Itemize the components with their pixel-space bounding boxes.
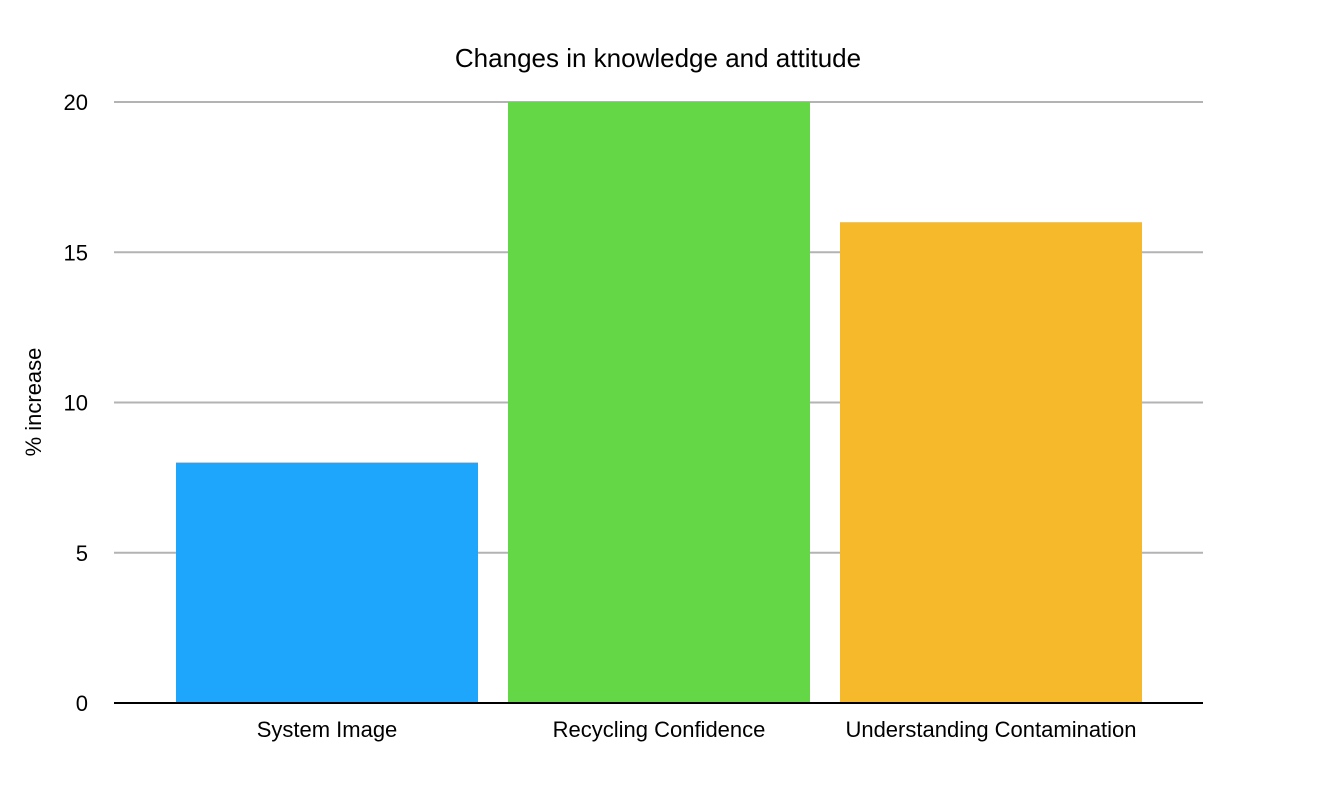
bar-system-image (176, 462, 478, 703)
bars (176, 102, 1142, 703)
bar-understanding-contamination (840, 222, 1142, 703)
y-tick-labels: 0 5 10 15 20 (64, 90, 88, 716)
y-axis-label: % increase (21, 348, 46, 457)
bar-recycling-confidence (508, 102, 810, 703)
x-category-label: Recycling Confidence (553, 717, 766, 742)
x-category-label: System Image (257, 717, 398, 742)
y-tick-label: 15 (64, 240, 88, 265)
y-tick-label: 10 (64, 391, 88, 416)
y-tick-label: 5 (76, 541, 88, 566)
x-category-label: Understanding Contamination (845, 717, 1136, 742)
y-tick-label: 20 (64, 90, 88, 115)
y-tick-label: 0 (76, 691, 88, 716)
x-category-labels: System Image Recycling Confidence Understa… (257, 717, 1137, 742)
chart-title: Changes in knowledge and attitude (455, 43, 861, 73)
